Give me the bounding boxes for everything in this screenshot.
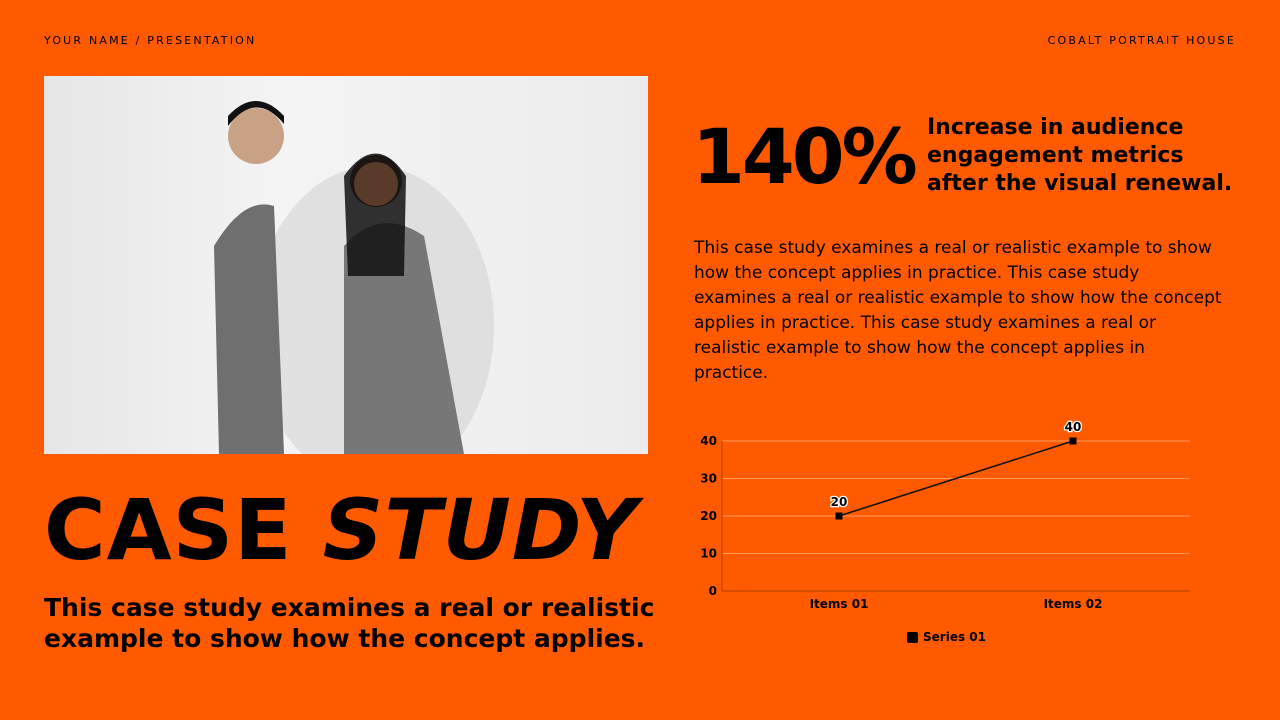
photo [44, 76, 648, 454]
x-tick-label: Items 02 [1044, 597, 1103, 611]
stat-value: 140% [692, 112, 918, 201]
body-text: This case study examines a real or reali… [694, 238, 1222, 383]
line-chart: 0 10 20 30 40 Items 01 Items 02 20 40 Series 01 [700, 419, 1190, 644]
legend-swatch [907, 632, 918, 643]
x-tick-label: Items 01 [810, 597, 869, 611]
subtitle: This case study examines a real or reali… [44, 593, 655, 653]
people-photo-placeholder [214, 101, 494, 454]
data-point [1069, 437, 1077, 445]
brand-label: COBALT PORTRAIT HOUSE [1047, 34, 1236, 47]
data-label: 40 [1065, 420, 1082, 434]
legend-label: Series 01 [923, 630, 986, 644]
y-tick-label: 10 [700, 547, 717, 561]
data-label: 20 [831, 495, 848, 509]
data-point [835, 512, 843, 520]
page-title: CASE STUDY [44, 488, 638, 572]
series-line [838, 440, 1074, 517]
stat-description: Increase in audience engagement metrics … [927, 115, 1233, 196]
y-tick-label: 40 [700, 434, 717, 448]
presenter-label: YOUR NAME / PRESENTATION [44, 34, 257, 47]
title-word-italic: STUDY [322, 481, 638, 579]
y-tick-label: 20 [700, 509, 717, 523]
y-tick-label: 30 [700, 472, 717, 486]
y-tick-label: 0 [709, 584, 717, 598]
title-word: CASE [44, 481, 293, 579]
